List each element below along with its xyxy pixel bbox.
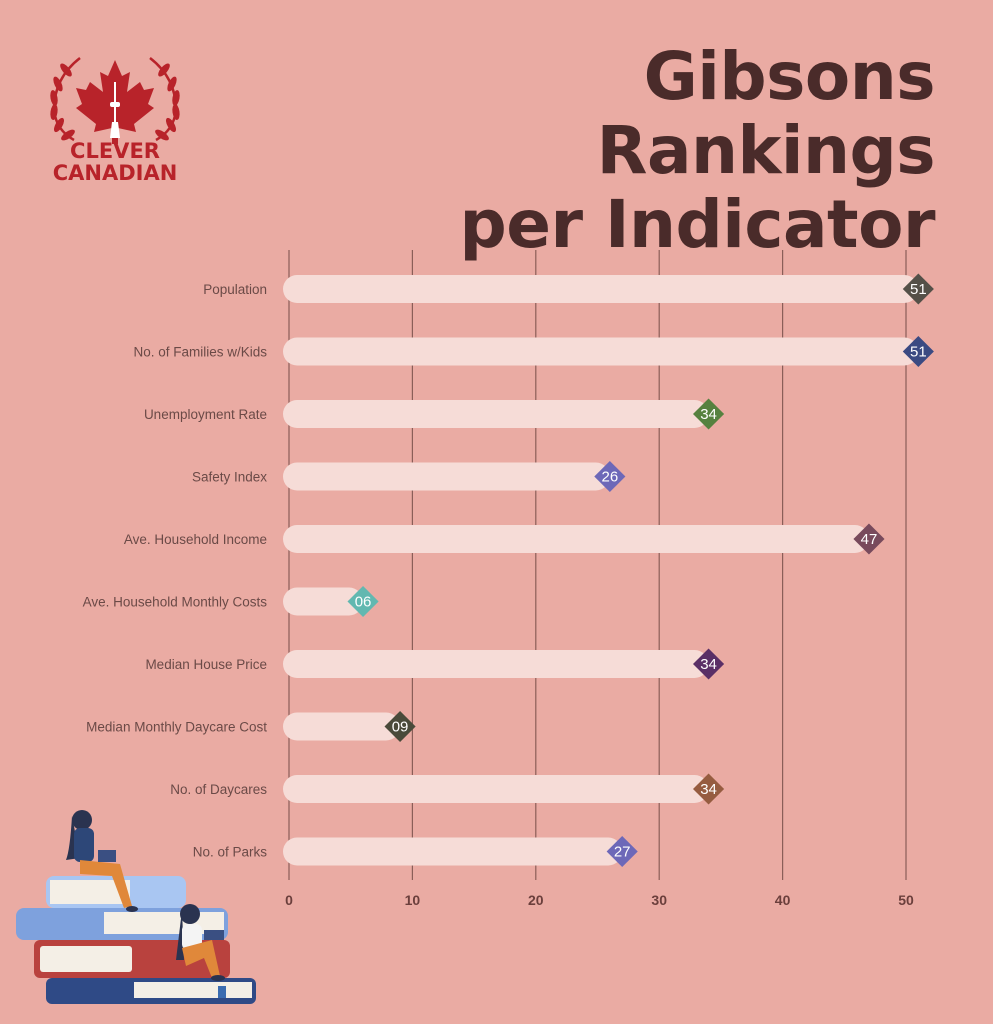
books-readers-illustration bbox=[16, 810, 256, 1004]
reader-icon bbox=[66, 810, 138, 912]
title-line2: per Indicator bbox=[459, 186, 935, 263]
bar bbox=[283, 650, 709, 678]
bar bbox=[283, 337, 919, 366]
category-label: Ave. Household Income bbox=[124, 532, 267, 547]
data-label: 51 bbox=[910, 281, 927, 298]
category-label: Median Monthly Daycare Cost bbox=[86, 720, 267, 735]
category-labels: Population No. of Families w/Kids Unemploy… bbox=[83, 282, 268, 860]
category-label: Population bbox=[203, 282, 267, 297]
page-title: Gibsons Rankings per Indicator bbox=[315, 40, 935, 262]
bar bbox=[283, 587, 364, 616]
x-tick-label: 10 bbox=[405, 892, 421, 908]
logo-text-line1: CLEVER bbox=[70, 139, 160, 163]
data-label: 34 bbox=[700, 656, 717, 673]
x-tick-label: 0 bbox=[285, 892, 293, 908]
data-label: 27 bbox=[614, 844, 631, 861]
reader-icon bbox=[176, 904, 225, 981]
value-marker bbox=[902, 335, 934, 368]
data-label: 34 bbox=[700, 406, 717, 423]
bar bbox=[283, 775, 709, 803]
logo-text-line2: CANADIAN bbox=[52, 161, 178, 185]
laurel-right-icon bbox=[149, 57, 180, 142]
category-label: No. of Daycares bbox=[170, 782, 267, 797]
x-tick-label: 50 bbox=[898, 892, 914, 908]
value-marker bbox=[347, 585, 379, 618]
bar bbox=[283, 525, 869, 553]
x-axis-ticks: 0 10 20 30 40 50 bbox=[285, 892, 914, 908]
data-label: 26 bbox=[601, 469, 618, 486]
data-label: 06 bbox=[355, 594, 372, 611]
data-label: 47 bbox=[861, 531, 878, 548]
clever-canadian-logo bbox=[50, 57, 180, 144]
category-label: No. of Parks bbox=[193, 845, 268, 860]
data-label: 09 bbox=[392, 719, 409, 736]
category-label: Median House Price bbox=[145, 657, 267, 672]
bar bbox=[283, 275, 919, 303]
category-label: Ave. Household Monthly Costs bbox=[83, 595, 268, 610]
bar bbox=[283, 712, 401, 741]
data-label: 34 bbox=[700, 781, 717, 798]
category-label: Safety Index bbox=[192, 470, 267, 485]
x-tick-label: 40 bbox=[775, 892, 791, 908]
value-marker bbox=[384, 710, 416, 743]
category-label: Unemployment Rate bbox=[144, 407, 267, 422]
value-marker bbox=[902, 273, 934, 305]
x-tick-label: 30 bbox=[651, 892, 667, 908]
bars: 51 51 34 26 47 06 34 09 34 27 bbox=[283, 273, 934, 868]
category-label: No. of Families w/Kids bbox=[133, 345, 267, 360]
value-marker bbox=[594, 460, 626, 493]
cn-tower-icon bbox=[110, 82, 120, 138]
bar bbox=[283, 837, 623, 866]
laurel-left-icon bbox=[50, 57, 81, 142]
x-tick-label: 20 bbox=[528, 892, 544, 908]
data-label: 51 bbox=[910, 344, 927, 361]
bar bbox=[283, 400, 709, 428]
bar bbox=[283, 462, 610, 491]
value-marker bbox=[693, 398, 725, 430]
title-line1: Gibsons Rankings bbox=[596, 38, 936, 189]
